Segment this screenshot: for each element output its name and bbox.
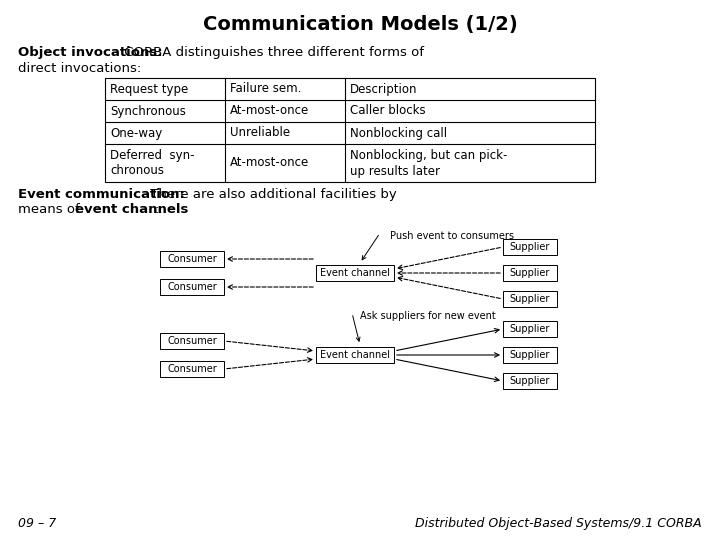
Text: There are also additional facilities by: There are also additional facilities by [146, 188, 397, 201]
Text: Event channel: Event channel [320, 350, 390, 360]
Bar [160, 279, 224, 295]
Bar [503, 291, 557, 307]
Text: At-most-once: At-most-once [230, 105, 310, 118]
Bar [105, 78, 595, 182]
Text: Push event to consumers: Push event to consumers [390, 231, 514, 241]
Text: Supplier: Supplier [510, 350, 550, 360]
Bar [316, 265, 394, 281]
Text: Nonblocking, but can pick-
up results later: Nonblocking, but can pick- up results la… [350, 148, 508, 178]
Text: Supplier: Supplier [510, 324, 550, 334]
Text: Synchronous: Synchronous [110, 105, 186, 118]
Text: Event communication:: Event communication: [18, 188, 185, 201]
Bar [160, 333, 224, 349]
Text: means of: means of [18, 203, 84, 216]
Text: Supplier: Supplier [510, 268, 550, 278]
Text: Consumer: Consumer [167, 364, 217, 374]
Text: Failure sem.: Failure sem. [230, 83, 302, 96]
Text: Nonblocking call: Nonblocking call [350, 126, 447, 139]
Text: At-most-once: At-most-once [230, 157, 310, 170]
Text: Unreliable: Unreliable [230, 126, 290, 139]
Text: Ask suppliers for new event: Ask suppliers for new event [360, 311, 496, 321]
Bar [503, 265, 557, 281]
Bar [503, 347, 557, 363]
Text: direct invocations:: direct invocations: [18, 62, 141, 75]
Text: CORBA distinguishes three different forms of: CORBA distinguishes three different form… [120, 46, 424, 59]
Text: Event channel: Event channel [320, 268, 390, 278]
Text: Communication Models (1/2): Communication Models (1/2) [202, 15, 518, 34]
Text: Consumer: Consumer [167, 336, 217, 346]
Text: Supplier: Supplier [510, 294, 550, 304]
Text: Supplier: Supplier [510, 242, 550, 252]
Text: One-way: One-way [110, 126, 162, 139]
Text: Caller blocks: Caller blocks [350, 105, 426, 118]
Text: Request type: Request type [110, 83, 188, 96]
Text: Description: Description [350, 83, 418, 96]
Text: event channels: event channels [75, 203, 189, 216]
Text: Deferred  syn-
chronous: Deferred syn- chronous [110, 148, 194, 178]
Bar [503, 239, 557, 255]
Bar [160, 251, 224, 267]
Text: Object invocations:: Object invocations: [18, 46, 163, 59]
Bar [503, 373, 557, 389]
Text: Supplier: Supplier [510, 376, 550, 386]
Bar [160, 361, 224, 377]
Text: Consumer: Consumer [167, 282, 217, 292]
Bar [503, 321, 557, 337]
Text: Distributed Object-Based Systems/9.1 CORBA: Distributed Object-Based Systems/9.1 COR… [415, 517, 702, 530]
Text: ::: :: [155, 203, 163, 216]
Bar [316, 347, 394, 363]
Text: 09 – 7: 09 – 7 [18, 517, 56, 530]
Text: Consumer: Consumer [167, 254, 217, 264]
